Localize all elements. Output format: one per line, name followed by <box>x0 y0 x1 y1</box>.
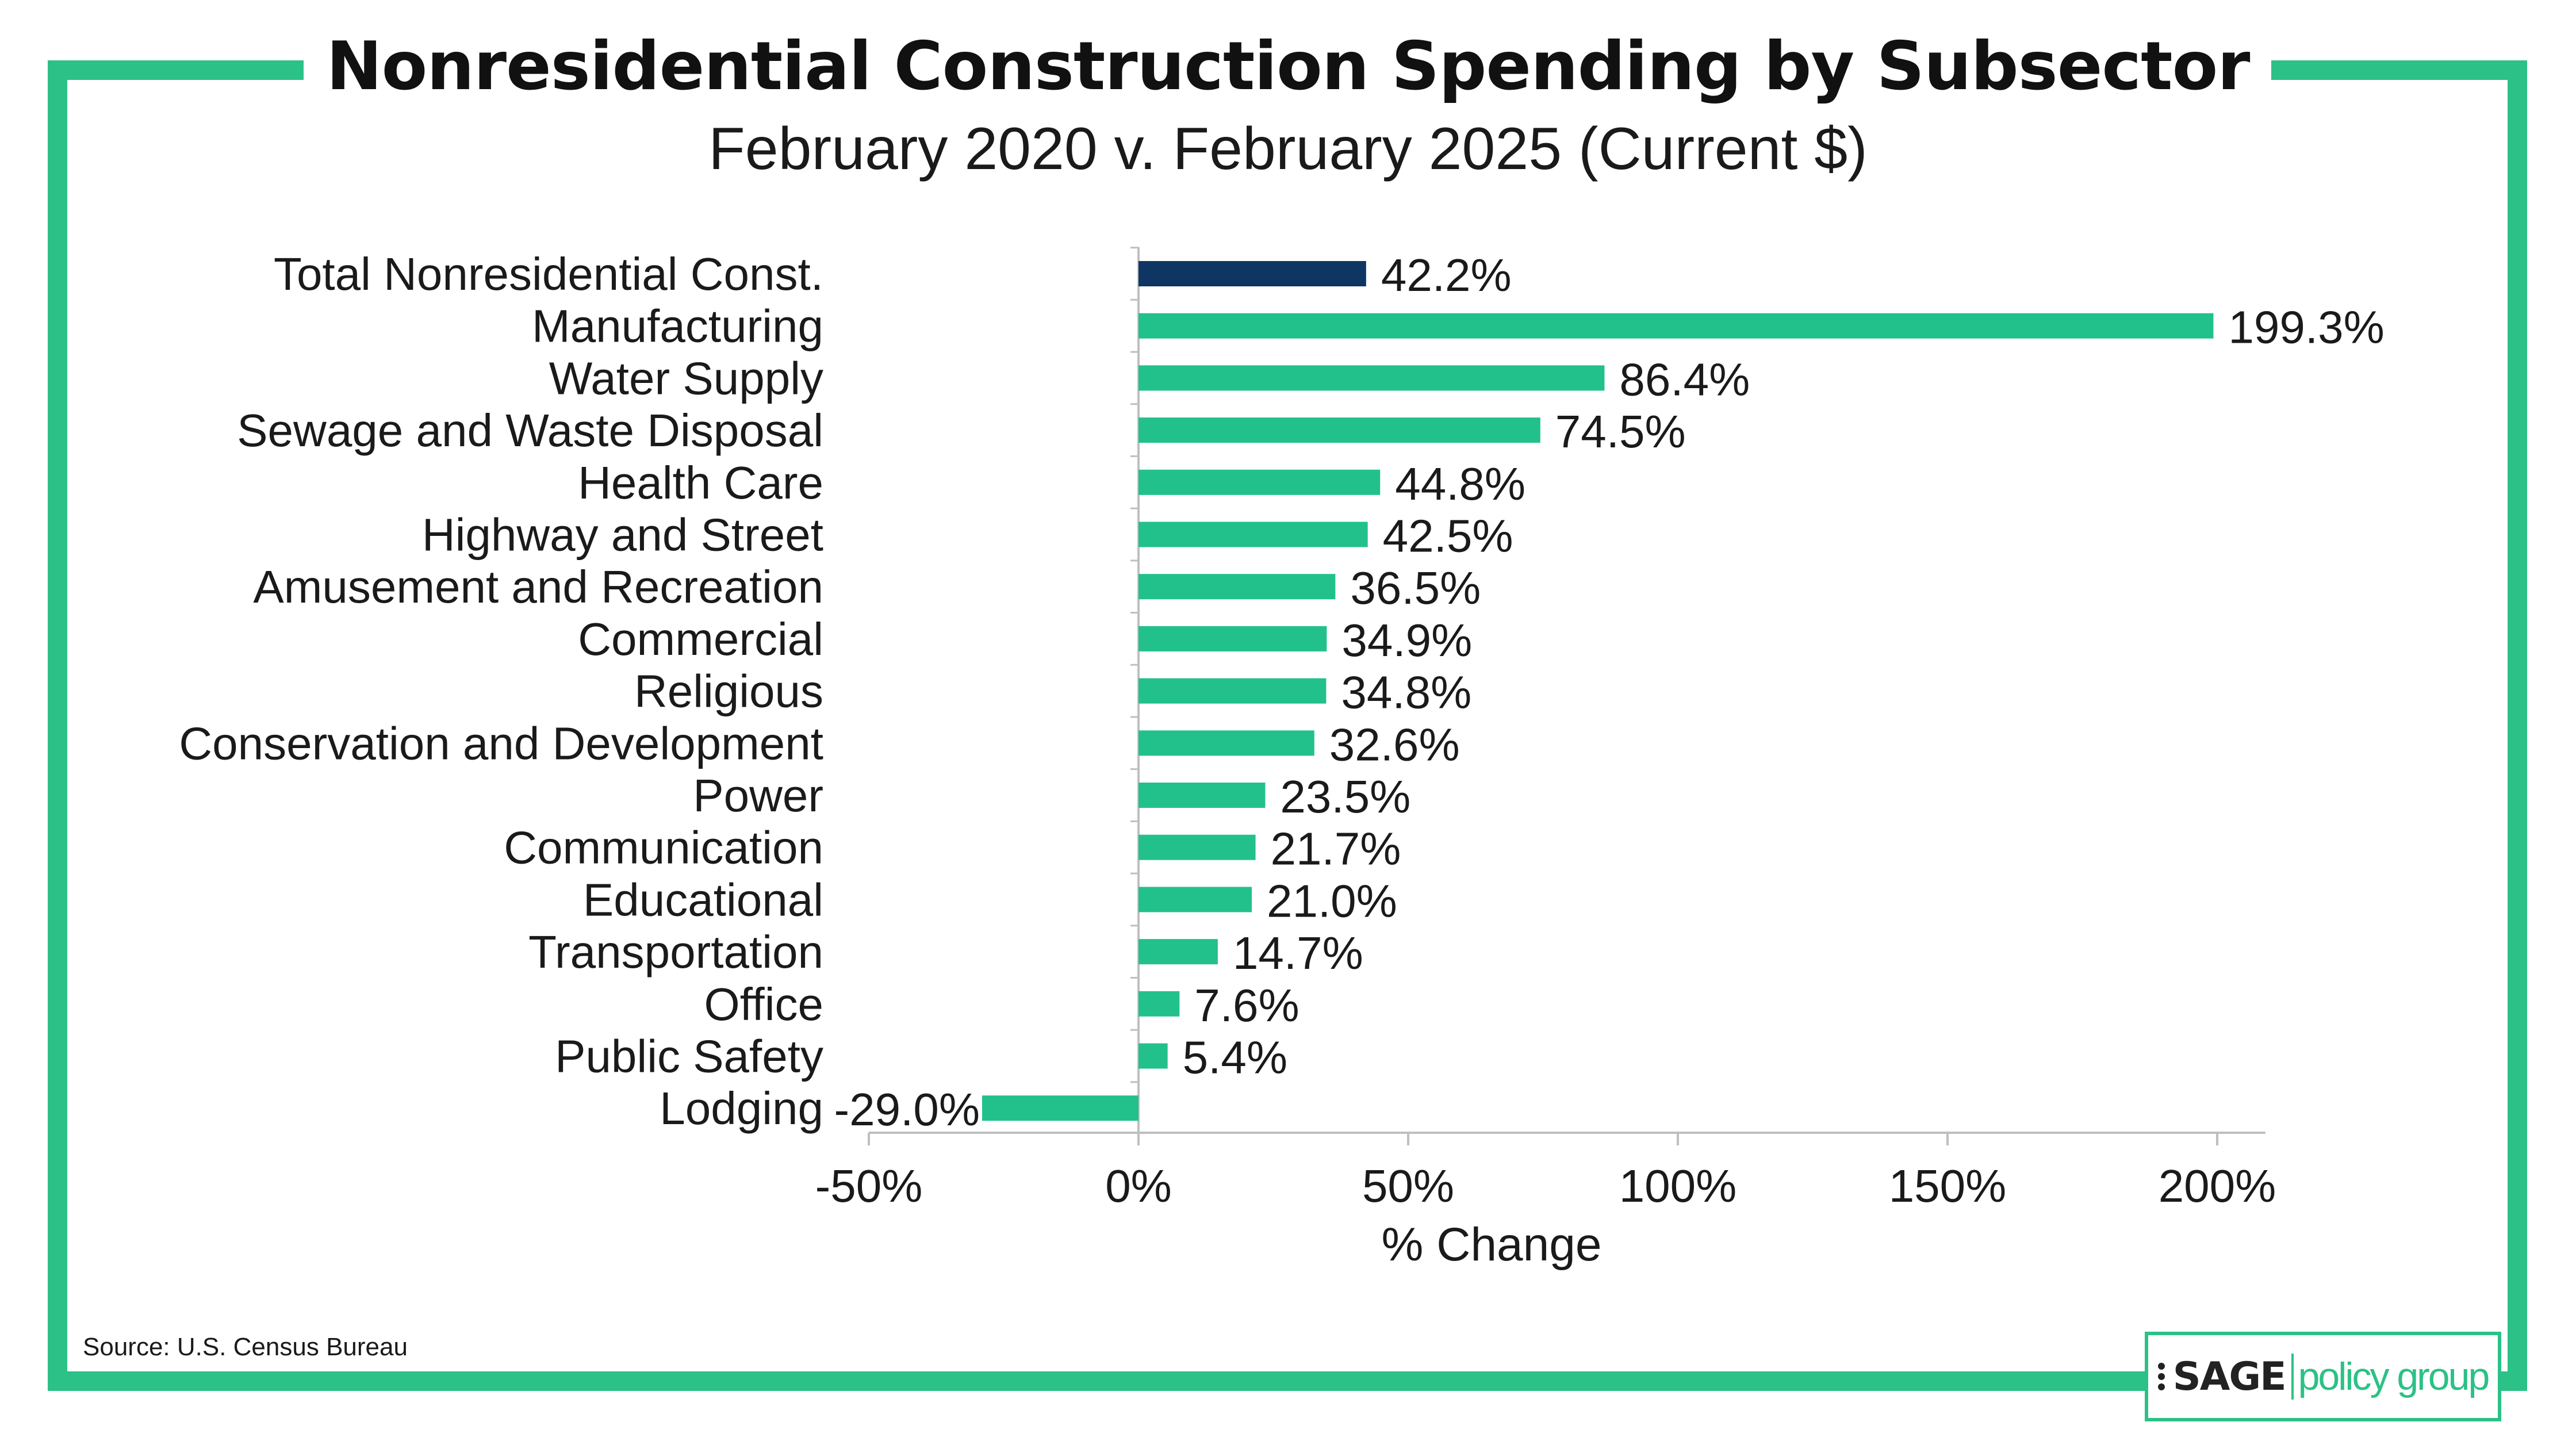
category-label: Lodging <box>660 1083 823 1134</box>
value-label: 42.5% <box>1383 511 1513 562</box>
bar-lodging <box>982 1095 1138 1121</box>
bar-power <box>1138 783 1266 808</box>
category-label: Communication <box>504 822 823 873</box>
bar-sewage-and-waste-disposal <box>1138 417 1540 443</box>
bar-commercial <box>1138 626 1327 651</box>
category-label: Power <box>693 770 823 821</box>
value-label: 34.8% <box>1341 667 1471 718</box>
value-label: 5.4% <box>1183 1032 1287 1083</box>
category-label: Public Safety <box>555 1031 823 1082</box>
bar-amusement-and-recreation <box>1138 574 1336 600</box>
value-label: 86.4% <box>1619 354 1750 405</box>
x-tick-label: 0% <box>1105 1160 1172 1212</box>
category-label: Educational <box>583 874 823 925</box>
value-label: 44.8% <box>1395 458 1525 509</box>
category-label: Conservation and Development <box>179 718 823 769</box>
category-label: Religious <box>634 666 823 717</box>
value-label: 74.5% <box>1555 406 1686 457</box>
logo-text-sage: SAGE <box>2172 1354 2287 1400</box>
value-label: 14.7% <box>1233 927 1363 979</box>
chart-title: Nonresidential Construction Spending by … <box>326 28 2251 105</box>
logo-dots-icon <box>2157 1363 2165 1390</box>
value-label: 36.5% <box>1350 562 1481 614</box>
x-tick-label: 100% <box>1619 1160 1737 1212</box>
value-label: 199.3% <box>2228 302 2384 353</box>
x-tick-label: -50% <box>815 1160 923 1212</box>
category-label: Total Nonresidential Const. <box>274 248 823 300</box>
category-label: Transportation <box>528 926 823 977</box>
category-label: Amusement and Recreation <box>253 561 823 612</box>
sage-policy-group-logo: SAGE policy group <box>2145 1332 2501 1421</box>
value-label: 23.5% <box>1280 771 1410 822</box>
bar-office <box>1138 991 1180 1017</box>
category-label: Water Supply <box>549 352 823 404</box>
x-tick-label: 50% <box>1362 1160 1454 1212</box>
logo-text-policy-group: policy group <box>2298 1355 2490 1398</box>
value-label: 34.9% <box>1341 615 1472 666</box>
bar-highway-and-street <box>1138 522 1368 547</box>
bar-water-supply <box>1138 365 1605 391</box>
bar-conservation-and-development <box>1138 730 1314 756</box>
category-label: Manufacturing <box>532 301 823 352</box>
bar-religious <box>1138 678 1327 704</box>
logo-divider <box>2291 1354 2294 1400</box>
bar-manufacturing <box>1138 313 2214 339</box>
x-tick-label: 150% <box>1889 1160 2007 1212</box>
value-label: 32.6% <box>1329 719 1460 770</box>
value-label: 42.2% <box>1381 250 1512 301</box>
value-label: 21.7% <box>1271 823 1401 875</box>
bar-total-nonresidential-const <box>1138 261 1366 286</box>
bar-communication <box>1138 834 1256 860</box>
category-label: Commercial <box>578 614 823 665</box>
value-label: 7.6% <box>1194 980 1299 1031</box>
category-label: Highway and Street <box>422 509 823 561</box>
x-axis-title: % Change <box>1382 1218 1602 1271</box>
category-label: Sewage and Waste Disposal <box>237 405 823 456</box>
bar-educational <box>1138 887 1252 913</box>
bar-health-care <box>1138 469 1381 495</box>
category-label: Health Care <box>578 457 823 508</box>
value-label: 21.0% <box>1267 875 1397 926</box>
category-label: Office <box>704 979 824 1030</box>
value-label: -29.0% <box>834 1084 979 1135</box>
x-tick-label: 200% <box>2159 1160 2276 1212</box>
bar-transportation <box>1138 939 1218 965</box>
source-note: Source: U.S. Census Bureau <box>83 1333 408 1361</box>
chart-subtitle: February 2020 v. February 2025 (Current … <box>708 116 1868 182</box>
bar-public-safety <box>1138 1043 1168 1069</box>
